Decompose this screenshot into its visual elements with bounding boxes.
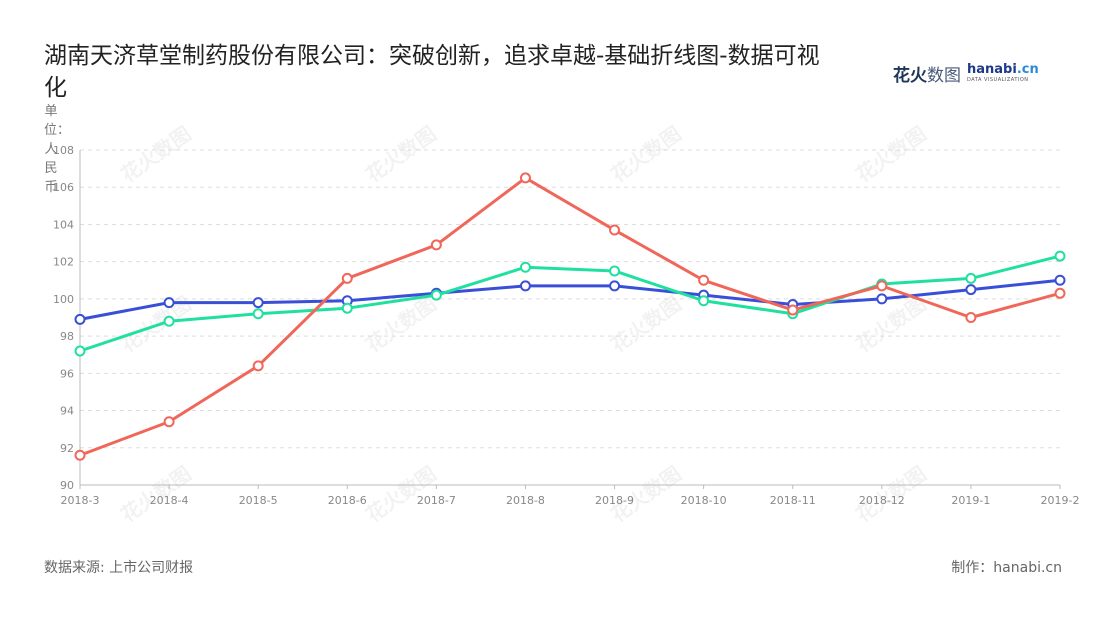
data-point	[519, 172, 531, 184]
data-point	[341, 302, 353, 314]
data-point	[74, 345, 86, 357]
data-point	[965, 284, 977, 296]
data-point	[1054, 287, 1066, 299]
data-point	[430, 239, 442, 251]
series-layer	[74, 172, 1066, 461]
data-point	[74, 449, 86, 461]
x-tick-label: 2018-10	[681, 494, 727, 507]
watermark-text: 花火数图	[606, 291, 685, 357]
data-point	[609, 265, 621, 277]
y-tick-label: 100	[53, 293, 74, 306]
data-point	[519, 261, 531, 273]
y-tick-label: 102	[53, 256, 74, 269]
y-tick-label: 96	[60, 367, 74, 380]
credit: 制作：hanabi.cn	[951, 560, 1062, 576]
data-point	[252, 360, 264, 372]
x-tick-label: 2018-8	[506, 494, 545, 507]
y-tick-label: 106	[53, 181, 74, 194]
logo-cn: 花火数图	[893, 65, 961, 86]
series-3	[74, 172, 1066, 461]
series-line	[79, 254, 1061, 353]
data-point	[341, 272, 353, 284]
chart-title: 湖南天济草堂制药股份有限公司：突破创新，追求卓越-基础折线图-数据可视化	[44, 43, 820, 101]
watermark-text: 花火数图	[851, 121, 930, 187]
logo-en: hanabi.cn DATA VISUALIZATION	[967, 62, 1039, 83]
data-point	[74, 313, 86, 325]
x-tick-label: 2019-2	[1041, 494, 1080, 507]
data-point	[876, 293, 888, 305]
axes: 90 92 94 96 98 100 102 104 106 108 2018-3 2018-4 201…	[53, 144, 1079, 507]
x-tick-label: 2019-1	[951, 494, 990, 507]
x-tick-label: 2018-12	[859, 494, 905, 507]
y-tick-label: 104	[53, 218, 74, 231]
data-point	[252, 297, 264, 309]
data-point	[252, 308, 264, 320]
data-point	[519, 280, 531, 292]
data-point	[698, 295, 710, 307]
data-point	[430, 289, 442, 301]
data-point	[1054, 274, 1066, 286]
data-point	[163, 416, 175, 428]
data-point	[965, 312, 977, 323]
x-tick-label: 2018-5	[239, 494, 278, 507]
watermark-text: 花火数图	[361, 121, 440, 187]
x-tick-label: 2018-4	[150, 494, 189, 507]
y-tick-label: 92	[60, 442, 74, 455]
grid-lines	[80, 149, 1060, 449]
watermark-text: 花火数图	[606, 121, 685, 187]
series-2	[74, 250, 1066, 357]
data-point	[163, 297, 175, 309]
series-line	[79, 278, 1061, 321]
y-tick-label: 94	[60, 405, 74, 418]
data-point	[609, 280, 621, 292]
x-tick-label: 2018-3	[61, 494, 100, 507]
data-source: 数据来源: 上市公司财报	[44, 560, 194, 576]
brand-logo: 花火数图 hanabi.cn DATA VISUALIZATION	[893, 60, 1039, 86]
y-tick-label: 90	[60, 479, 74, 492]
data-point	[609, 224, 621, 236]
x-tick-label: 2018-7	[417, 494, 456, 507]
data-point	[876, 280, 888, 292]
x-tick-label: 2018-9	[595, 494, 634, 507]
y-tick-label: 98	[60, 330, 74, 343]
data-point	[787, 304, 799, 316]
series-line	[79, 176, 1061, 457]
x-tick-label: 2018-11	[770, 494, 816, 507]
data-point	[1054, 250, 1066, 262]
y-tick-label: 108	[53, 144, 74, 157]
data-point	[965, 272, 977, 284]
x-tick-label: 2018-6	[328, 494, 367, 507]
watermark-text: 花火数图	[116, 121, 195, 187]
data-point	[698, 274, 710, 286]
data-point	[163, 315, 175, 327]
